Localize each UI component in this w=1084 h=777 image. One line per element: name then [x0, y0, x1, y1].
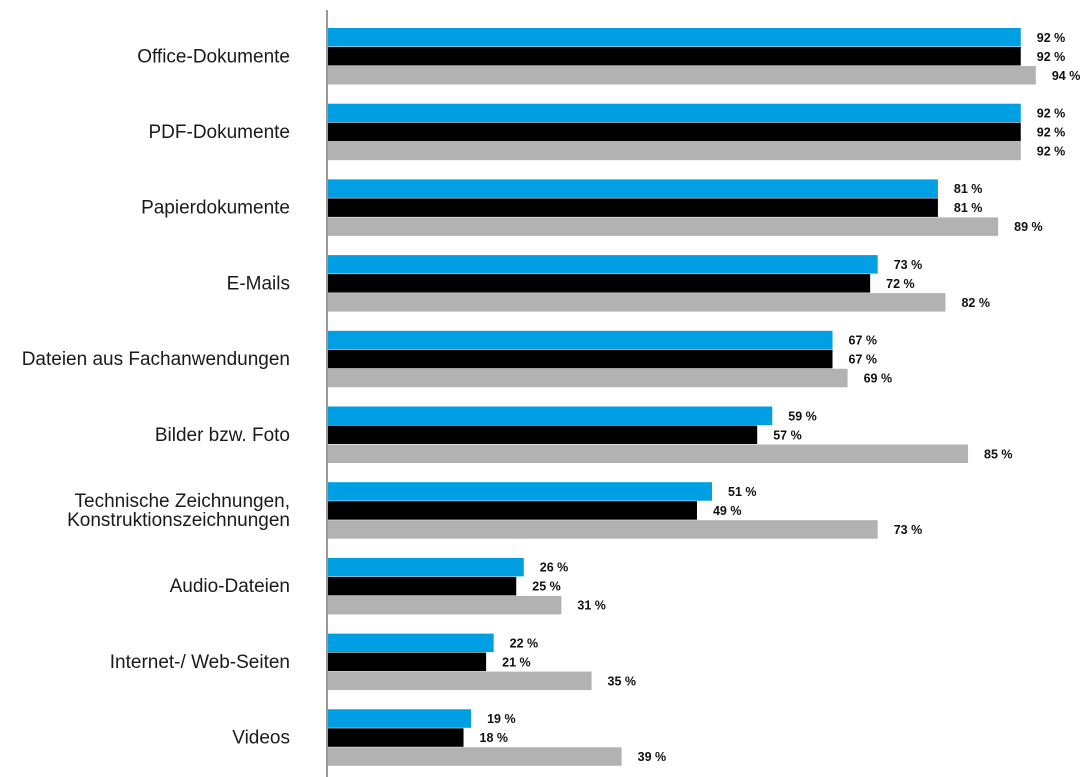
category-label-3: E-Mails — [227, 273, 290, 294]
value-label-cat6-series1: 49 % — [713, 504, 742, 518]
category-label-7: Audio-Dateien — [170, 576, 290, 597]
value-label-cat8-series2: 35 % — [608, 674, 637, 688]
category-label-4: Dateien aus Fachanwendungen — [22, 349, 290, 370]
category-label-0: Office-Dokumente — [137, 46, 290, 67]
bars-group — [328, 28, 1036, 766]
category-label-6-line0: Technische Zeichnungen, — [75, 491, 290, 512]
bar-cat5-series0 — [328, 406, 773, 425]
bar-cat1-series2 — [328, 141, 1021, 161]
bar-cat2-series0 — [328, 179, 938, 198]
bar-cat7-series1 — [328, 576, 517, 596]
bar-cat0-series0 — [328, 28, 1021, 47]
value-label-cat2-series0: 81 % — [954, 182, 983, 196]
value-label-cat4-series2: 69 % — [864, 372, 893, 386]
category-label-5: Bilder bzw. Foto — [155, 425, 290, 446]
value-label-cat9-series1: 18 % — [480, 731, 509, 745]
value-label-cat0-series0: 92 % — [1037, 31, 1066, 45]
bar-cat6-series2 — [328, 520, 878, 539]
bar-cat9-series0 — [328, 709, 472, 728]
bar-cat7-series2 — [328, 595, 562, 615]
bar-cat3-series2 — [328, 293, 946, 312]
bar-cat8-series0 — [328, 633, 494, 653]
value-label-cat7-series1: 25 % — [532, 580, 561, 594]
bar-cat1-series1 — [328, 122, 1021, 142]
value-label-cat3-series0: 73 % — [894, 258, 923, 272]
bar-cat3-series1 — [328, 274, 871, 293]
value-label-cat0-series2: 94 % — [1052, 69, 1081, 83]
bar-cat7-series0 — [328, 557, 524, 577]
category-label-8: Internet-/ Web-Seiten — [110, 652, 290, 673]
value-label-cat7-series2: 31 % — [577, 599, 606, 613]
value-label-cat2-series2: 89 % — [1014, 220, 1042, 234]
value-label-cat8-series1: 21 % — [502, 655, 531, 669]
bar-cat4-series0 — [328, 330, 833, 350]
bar-cat9-series1 — [328, 728, 464, 747]
bar-cat2-series1 — [328, 198, 938, 217]
value-label-cat9-series0: 19 % — [487, 712, 516, 726]
bar-cat8-series1 — [328, 652, 487, 672]
bar-cat8-series2 — [328, 671, 592, 691]
bar-cat3-series0 — [328, 255, 878, 274]
bar-cat0-series1 — [328, 47, 1021, 66]
category-label-6-line1: Konstruktionszeichnungen — [67, 510, 290, 531]
bar-cat6-series1 — [328, 501, 697, 520]
bar-cat5-series1 — [328, 425, 758, 444]
bar-cat5-series2 — [328, 444, 969, 463]
bar-cat4-series2 — [328, 368, 848, 388]
value-label-cat5-series1: 57 % — [773, 428, 802, 442]
bar-cat4-series1 — [328, 349, 833, 369]
value-label-cat5-series2: 85 % — [984, 447, 1013, 461]
value-label-cat4-series1: 67 % — [849, 353, 878, 367]
value-label-cat1-series0: 92 % — [1037, 106, 1066, 120]
bar-cat9-series2 — [328, 747, 622, 766]
category-labels-group: Office-Dokumente PDF-Dokumente Papierdokum… — [22, 46, 290, 748]
value-label-cat7-series0: 26 % — [540, 561, 569, 575]
category-label-2: Papierdokumente — [141, 198, 290, 219]
value-label-cat6-series2: 73 % — [894, 523, 923, 537]
value-label-cat3-series2: 82 % — [961, 296, 990, 310]
value-label-cat1-series1: 92 % — [1037, 125, 1066, 139]
value-labels-group: 92 % 92 % 94 % 92 % 92 % 92 % 81 % 81 % 89 % 73 %… — [480, 31, 1081, 764]
value-label-cat1-series2: 92 % — [1037, 144, 1066, 158]
category-label-9: Videos — [232, 728, 290, 749]
value-label-cat6-series0: 51 % — [728, 485, 757, 499]
value-label-cat2-series1: 81 % — [954, 201, 983, 215]
bar-cat0-series2 — [328, 66, 1036, 85]
category-label-1: PDF-Dokumente — [149, 122, 291, 143]
bar-cat6-series0 — [328, 482, 713, 501]
value-label-cat8-series0: 22 % — [510, 636, 539, 650]
bar-cat2-series2 — [328, 217, 999, 236]
bar-cat1-series0 — [328, 103, 1021, 123]
value-label-cat5-series0: 59 % — [788, 409, 817, 423]
value-label-cat3-series1: 72 % — [886, 277, 915, 291]
value-label-cat4-series0: 67 % — [849, 334, 878, 348]
value-label-cat0-series1: 92 % — [1037, 50, 1066, 64]
value-label-cat9-series2: 39 % — [638, 750, 667, 764]
